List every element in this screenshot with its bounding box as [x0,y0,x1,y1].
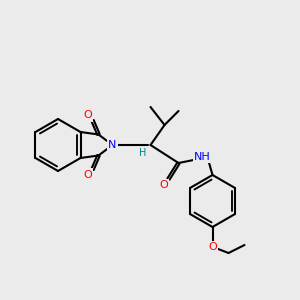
Text: O: O [83,110,92,121]
Text: H: H [139,148,146,158]
Text: O: O [159,180,168,190]
Text: NH: NH [194,152,211,162]
Text: N: N [108,140,117,150]
Text: O: O [83,169,92,179]
Text: O: O [208,242,217,252]
